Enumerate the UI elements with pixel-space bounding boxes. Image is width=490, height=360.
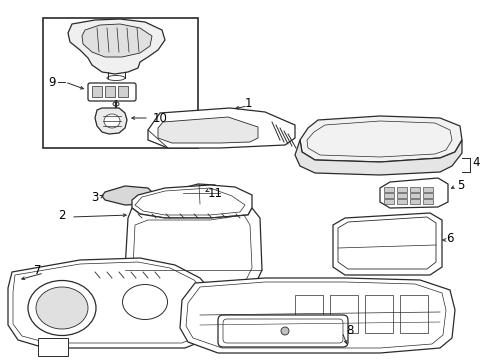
Polygon shape xyxy=(68,19,165,74)
Text: 1: 1 xyxy=(244,96,252,109)
Bar xyxy=(397,193,407,198)
Bar xyxy=(38,338,68,356)
Ellipse shape xyxy=(36,287,88,329)
FancyBboxPatch shape xyxy=(88,83,136,101)
Polygon shape xyxy=(8,258,218,348)
Text: 3: 3 xyxy=(91,190,98,203)
Text: 11: 11 xyxy=(207,186,222,199)
Ellipse shape xyxy=(113,102,119,106)
Ellipse shape xyxy=(104,114,120,128)
FancyBboxPatch shape xyxy=(218,315,348,347)
Text: 5: 5 xyxy=(457,179,465,192)
Polygon shape xyxy=(148,108,295,148)
Polygon shape xyxy=(300,116,462,162)
Polygon shape xyxy=(102,186,155,205)
Bar xyxy=(384,187,394,192)
Text: 4: 4 xyxy=(472,156,480,168)
Polygon shape xyxy=(82,24,152,57)
Polygon shape xyxy=(333,213,442,275)
Circle shape xyxy=(281,327,289,335)
Bar xyxy=(410,199,420,204)
Polygon shape xyxy=(380,178,448,208)
Polygon shape xyxy=(125,208,262,295)
Bar xyxy=(410,187,420,192)
Ellipse shape xyxy=(28,280,96,336)
Bar xyxy=(43,18,198,148)
Bar xyxy=(105,86,115,97)
Polygon shape xyxy=(295,140,462,175)
Bar xyxy=(397,187,407,192)
Bar xyxy=(397,199,407,204)
Text: 9: 9 xyxy=(48,76,56,89)
Bar xyxy=(365,295,393,333)
Polygon shape xyxy=(158,117,258,143)
Text: 2: 2 xyxy=(58,208,66,221)
Text: 10: 10 xyxy=(152,112,168,125)
Ellipse shape xyxy=(122,284,168,320)
Text: 8: 8 xyxy=(346,324,354,337)
Ellipse shape xyxy=(107,76,125,81)
Bar xyxy=(92,86,102,97)
Bar xyxy=(400,295,428,333)
Bar xyxy=(423,187,433,192)
Polygon shape xyxy=(132,185,252,218)
Bar xyxy=(118,86,128,97)
Text: 6: 6 xyxy=(446,231,454,244)
Bar xyxy=(295,295,323,333)
Bar xyxy=(423,199,433,204)
Bar xyxy=(410,193,420,198)
Polygon shape xyxy=(178,184,220,203)
Text: 7: 7 xyxy=(34,264,42,276)
Bar xyxy=(330,295,358,333)
Polygon shape xyxy=(95,108,127,134)
Bar xyxy=(423,193,433,198)
Bar xyxy=(384,193,394,198)
Polygon shape xyxy=(180,278,455,353)
Bar xyxy=(384,199,394,204)
